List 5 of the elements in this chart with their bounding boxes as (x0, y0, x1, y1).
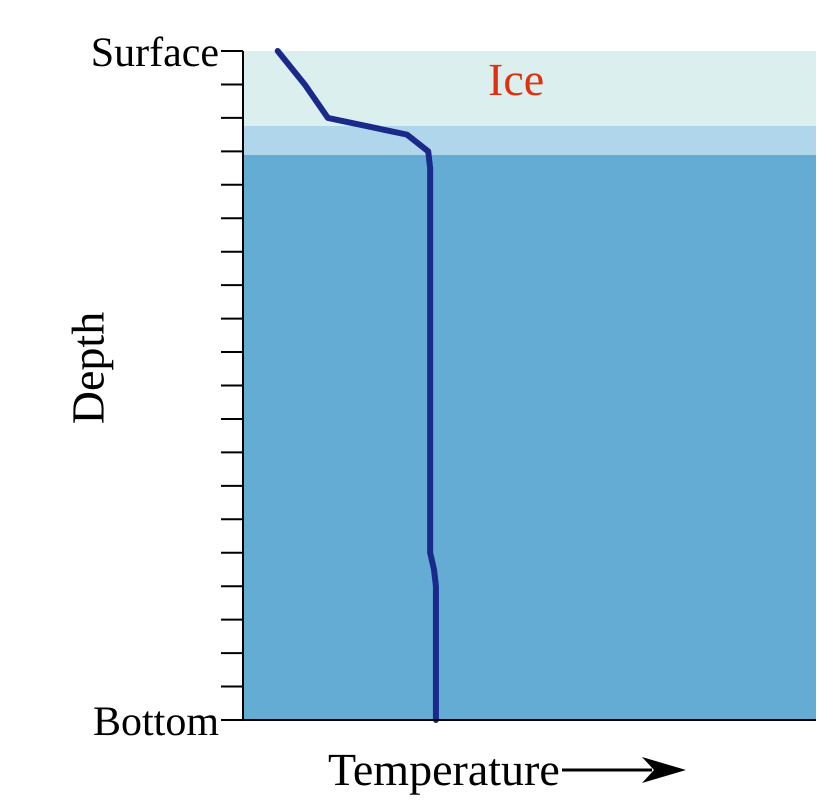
y-tick-label: Surface (90, 30, 219, 76)
text: Ice (488, 53, 544, 106)
y-axis-title: Depth (62, 312, 114, 424)
y-tick-label: Bottom (92, 698, 220, 745)
x-axis-title: Temperature (328, 743, 560, 796)
